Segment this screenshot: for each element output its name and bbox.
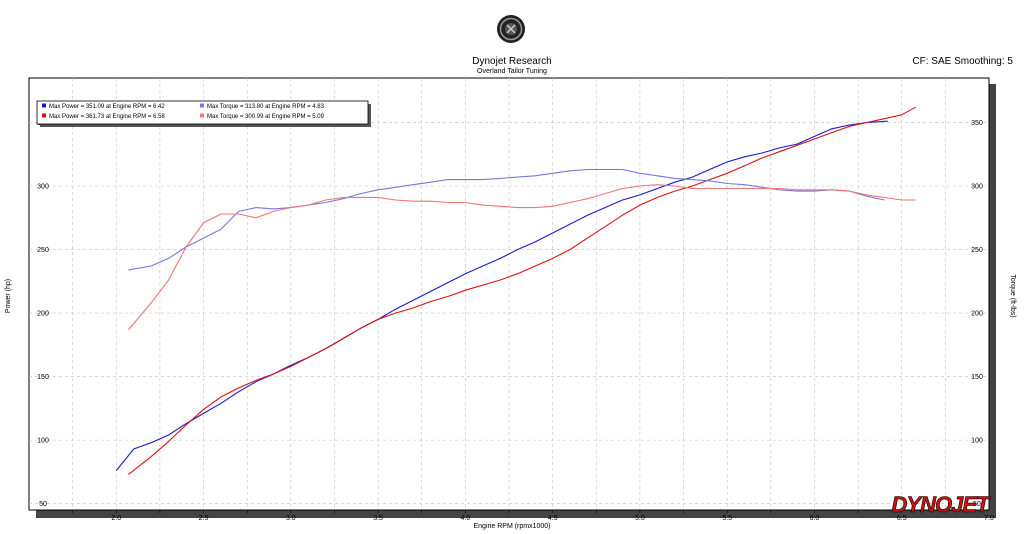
grid-lines: [29, 78, 989, 510]
y2-tick-label: 150: [971, 374, 983, 381]
x-tick-label: 4.0: [460, 515, 470, 522]
x-tick-label: 6.0: [810, 515, 820, 522]
x-tick-label: 3.0: [286, 515, 296, 522]
y2-tick-label: 300: [971, 184, 983, 191]
dynojet-logo: DYNOJET: [892, 492, 991, 517]
x-tick-label: 5.5: [722, 515, 732, 522]
y-tick-label: 250: [37, 247, 49, 254]
legend-swatch: [200, 113, 204, 118]
report-subtitle: Overland Tailor Tuning: [477, 68, 547, 75]
legend-box: [36, 100, 369, 125]
y-tick-label: 300: [37, 184, 49, 191]
y2-tick-label: 200: [971, 311, 983, 318]
x-tick-label: 7.0: [984, 515, 994, 522]
y2-tick-label: 100: [971, 438, 983, 445]
report-title: Dynojet Research: [472, 56, 552, 67]
legend-entry: Max Torque = 313.80 at Engine RPM = 4.83: [207, 104, 325, 110]
x-tick-label: 2.0: [111, 515, 121, 522]
x-tick-label: 3.5: [373, 515, 383, 522]
y-tick-label: 200: [37, 311, 49, 318]
legend: Max Power = 351.09 at Engine RPM = 6.42 M…: [42, 103, 325, 120]
series-line-2: [128, 106, 916, 475]
correction-factor-label: CF: SAE Smoothing: 5: [912, 56, 1013, 67]
series-line-3: [128, 168, 885, 271]
x-axis-label: Engine RPM (rpmx1000): [473, 523, 550, 530]
series-line-1: [115, 120, 888, 471]
y-tick-label: 50: [39, 501, 47, 508]
y-tick-label: 150: [37, 374, 49, 381]
legend-swatch: [42, 113, 46, 118]
y-axis-label: Power (hp): [5, 279, 12, 313]
x-tick-label: 5.0: [635, 515, 645, 522]
series-line-4: [128, 184, 916, 330]
legend-entry: Max Power = 361.73 at Engine RPM = 6.58: [49, 114, 165, 120]
legend-entry: Max Power = 351.09 at Engine RPM = 6.42: [49, 104, 165, 110]
legend-swatch: [42, 103, 46, 108]
x-axis-ticks: 2.0 2.5 3.0 3.5 4.0 4.5 5.0 5.5 6.0 6.5 7.0: [72, 510, 994, 522]
x-tick-label: 2.5: [199, 515, 209, 522]
x-tick-label: 6.5: [897, 515, 907, 522]
y2-axis-label: Torque (ft-lbs): [1009, 274, 1016, 317]
series-lines: [115, 106, 916, 475]
y2-axis-ticks: 50 100 150 200 250 300 350: [971, 120, 983, 508]
y2-tick-label: 350: [971, 120, 983, 127]
y2-tick-label: 50: [973, 501, 981, 508]
x-tick-label: 4.5: [548, 515, 558, 522]
y-tick-label: 100: [37, 438, 49, 445]
y2-tick-label: 250: [971, 247, 983, 254]
dynojet-seal-logo: [497, 15, 525, 43]
legend-swatch: [200, 103, 204, 108]
legend-entry: Max Torque = 300.99 at Engine RPM = 5.09: [207, 114, 325, 120]
